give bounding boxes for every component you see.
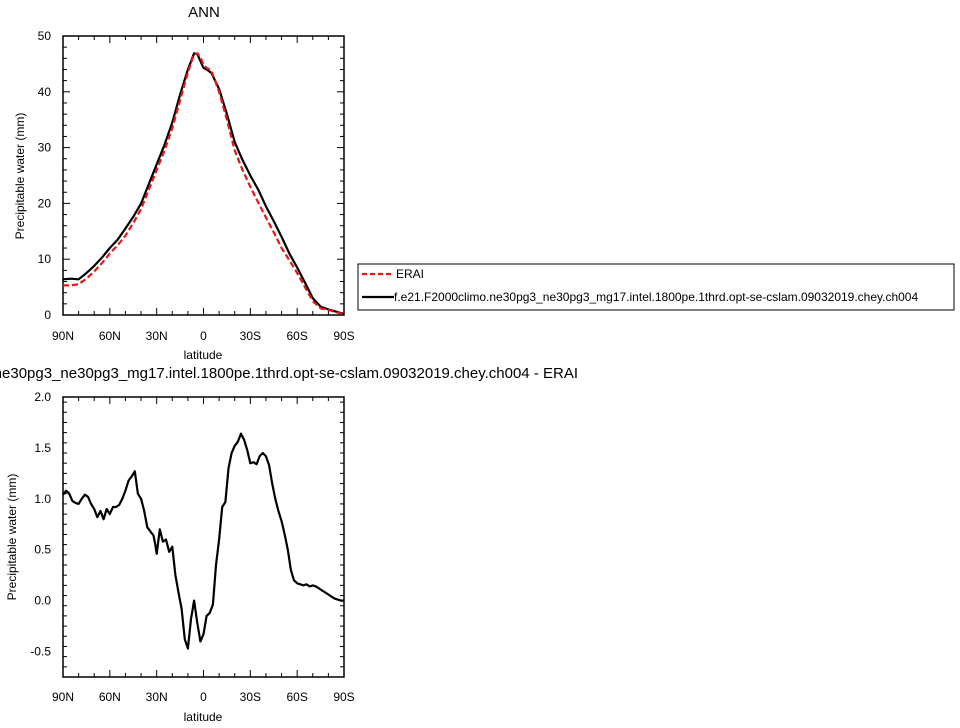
x-tick-label: 30N (146, 329, 168, 343)
legend: ERAI f.e21.F2000climo.ne30pg3_ne30pg3_mg… (357, 263, 955, 311)
top-axis-ticks (62, 35, 345, 316)
x-tick-label: 90N (52, 329, 74, 343)
top-panel: ANN 90N 60N 30N 0 30S 60S 90S 0 10 20 30 40 50 lati… (13, 4, 355, 362)
x-tick-label: 0 (200, 329, 207, 343)
x-tick-label: 90S (333, 690, 354, 704)
y-tick-label: 0.5 (34, 543, 51, 557)
series-line-model (62, 432, 344, 650)
top-plot-frame (62, 35, 345, 316)
x-tick-label: 60S (286, 690, 307, 704)
y-tick-label: 30 (38, 141, 52, 155)
bottom-y-axis-title: Precipitable water (mm) (5, 474, 19, 601)
legend-label-erai: ERAI (396, 267, 424, 281)
x-tick-label: 90S (333, 329, 354, 343)
bottom-series-lines (62, 432, 344, 650)
top-plot-title: ANN (188, 4, 220, 21)
y-tick-label: 1.5 (34, 441, 51, 455)
y-tick-label: 20 (38, 196, 52, 210)
series-line-erai (63, 52, 345, 316)
y-tick-label: 0 (44, 308, 51, 322)
x-tick-label: 0 (200, 690, 207, 704)
y-tick-label: 50 (38, 29, 52, 43)
y-tick-label: -0.5 (30, 645, 51, 659)
x-tick-label: 30S (240, 690, 261, 704)
top-x-tick-labels: 90N 60N 30N 0 30S 60S 90S (52, 329, 355, 343)
bottom-y-tick-labels: -0.5 0.0 0.5 1.0 1.5 2.0 (30, 390, 51, 659)
bottom-plot-title: f.e21.F2000climo.ne30pg3_ne30pg3_mg17.in… (0, 365, 578, 382)
y-tick-label: 1.0 (34, 492, 51, 506)
x-tick-label: 30N (146, 690, 168, 704)
x-tick-label: 90N (52, 690, 74, 704)
top-x-axis-title: latitude (184, 348, 223, 362)
y-tick-label: 2.0 (34, 390, 51, 404)
x-tick-label: 60S (286, 329, 307, 343)
bottom-x-axis-title: latitude (184, 710, 223, 724)
y-tick-label: 10 (38, 252, 52, 266)
y-tick-label: 0.0 (34, 594, 51, 608)
x-tick-label: 30S (240, 329, 261, 343)
legend-box (357, 263, 955, 311)
x-tick-label: 60N (99, 690, 121, 704)
x-tick-label: 60N (99, 329, 121, 343)
series-line-model (62, 52, 345, 315)
legend-label-model: f.e21.F2000climo.ne30pg3_ne30pg3_mg17.in… (394, 290, 918, 304)
bottom-axis-ticks (62, 397, 345, 678)
y-tick-label: 40 (38, 85, 52, 99)
top-series-lines (62, 52, 345, 316)
bottom-x-tick-labels: 90N 60N 30N 0 30S 60S 90S (52, 690, 355, 704)
top-y-axis-title: Precipitable water (mm) (13, 113, 27, 240)
top-y-tick-labels: 0 10 20 30 40 50 (38, 29, 52, 322)
bottom-panel: f.e21.F2000climo.ne30pg3_ne30pg3_mg17.in… (0, 365, 578, 724)
